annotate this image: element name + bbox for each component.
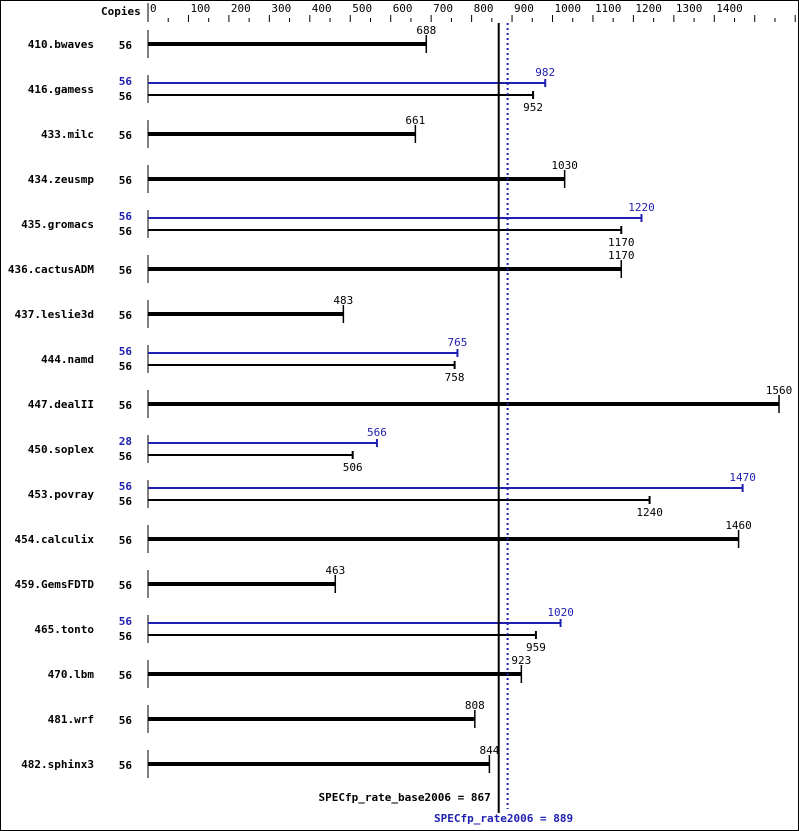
x-tick-label: 800 [474, 2, 494, 15]
x-tick-label: 700 [433, 2, 453, 15]
base-copies: 56 [119, 630, 133, 643]
peak-value-label: 765 [448, 336, 468, 349]
x-tick-label: 400 [312, 2, 332, 15]
x-tick-label: 0 [150, 2, 157, 15]
peak-value-label: 1470 [729, 471, 756, 484]
base-value-label: 923 [511, 654, 531, 667]
x-tick-label: 200 [231, 2, 251, 15]
base-copies: 56 [119, 579, 133, 592]
base-copies: 56 [119, 309, 133, 322]
peak-value-label: 1220 [628, 201, 655, 214]
base-copies: 56 [119, 90, 133, 103]
base-value-label: 688 [416, 24, 436, 37]
peak-copies: 56 [119, 345, 133, 358]
base-value-label: 1170 [608, 236, 635, 249]
benchmark-label: 453.povray [28, 488, 95, 501]
base-copies: 56 [119, 174, 133, 187]
base-value-label: 463 [325, 564, 345, 577]
base-copies: 56 [119, 714, 133, 727]
base-value-label: 758 [445, 371, 465, 384]
benchmark-label: 470.lbm [48, 668, 95, 681]
base-copies: 56 [119, 264, 133, 277]
base-copies: 56 [119, 399, 133, 412]
benchmark-label: 444.namd [41, 353, 94, 366]
base-copies: 56 [119, 450, 133, 463]
benchmark-label: 447.dealII [28, 398, 94, 411]
benchmark-label: 435.gromacs [21, 218, 94, 231]
x-tick-label: 900 [514, 2, 534, 15]
benchmark-label: 459.GemsFDTD [15, 578, 95, 591]
base-value-label: 506 [343, 461, 363, 474]
x-tick-label: 1600 [797, 2, 798, 15]
x-tick-label: 1200 [635, 2, 662, 15]
x-tick-label: 1400 [716, 2, 743, 15]
benchmark-label: 454.calculix [15, 533, 95, 546]
base-value-label: 1460 [725, 519, 752, 532]
base-copies: 56 [119, 534, 133, 547]
base-copies: 56 [119, 39, 133, 52]
benchmark-label: 437.leslie3d [15, 308, 94, 321]
base-copies: 56 [119, 669, 133, 682]
base-value-label: 844 [479, 744, 499, 757]
base-value-label: 1240 [636, 506, 663, 519]
peak-copies: 28 [119, 435, 132, 448]
base-value-label: 952 [523, 101, 543, 114]
x-tick-label: 1100 [595, 2, 622, 15]
copies-header: Copies [101, 5, 141, 18]
benchmark-label: 481.wrf [48, 713, 94, 726]
base-copies: 56 [119, 225, 133, 238]
benchmark-label: 450.soplex [28, 443, 95, 456]
base-value-label: 1170 [608, 249, 635, 262]
peak-value-label: 1020 [547, 606, 574, 619]
base-copies: 56 [119, 129, 133, 142]
x-tick-label: 1300 [676, 2, 703, 15]
base-value-label: 661 [405, 114, 425, 127]
benchmark-label: 434.zeusmp [28, 173, 95, 186]
peak-copies: 56 [119, 210, 133, 223]
base-value-label: 1030 [551, 159, 578, 172]
peak-metric-label: SPECfp_rate2006 = 889 [434, 812, 573, 825]
base-value-label: 808 [465, 699, 485, 712]
benchmark-label: 410.bwaves [28, 38, 94, 51]
peak-value-label: 982 [535, 66, 555, 79]
base-copies: 56 [119, 495, 133, 508]
base-value-label: 959 [526, 641, 546, 654]
peak-copies: 56 [119, 615, 133, 628]
peak-copies: 56 [119, 75, 133, 88]
x-tick-label: 500 [352, 2, 372, 15]
x-tick-label: 300 [271, 2, 291, 15]
benchmark-label: 482.sphinx3 [21, 758, 94, 771]
x-tick-label: 100 [190, 2, 210, 15]
benchmark-label: 436.cactusADM [8, 263, 94, 276]
base-copies: 56 [119, 360, 133, 373]
base-metric-label: SPECfp_rate_base2006 = 867 [319, 791, 491, 804]
benchmark-label: 433.milc [41, 128, 94, 141]
x-tick-label: 600 [393, 2, 413, 15]
benchmark-label: 465.tonto [34, 623, 94, 636]
x-tick-label: 1000 [555, 2, 582, 15]
peak-copies: 56 [119, 480, 133, 493]
base-value-label: 483 [333, 294, 353, 307]
base-value-label: 1560 [766, 384, 793, 397]
benchmark-label: 416.gamess [28, 83, 94, 96]
peak-value-label: 566 [367, 426, 387, 439]
base-copies: 56 [119, 759, 133, 772]
